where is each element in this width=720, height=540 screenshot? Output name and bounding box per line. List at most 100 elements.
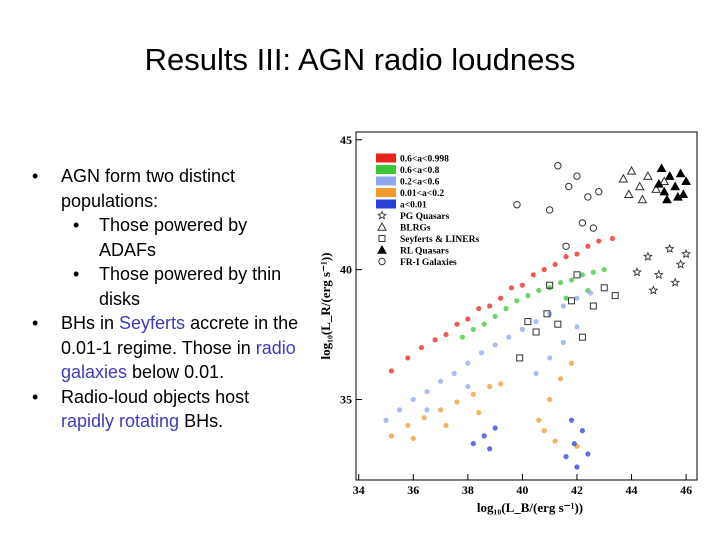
legend-marker bbox=[377, 210, 387, 220]
data-point bbox=[590, 269, 596, 275]
data-point bbox=[681, 176, 691, 186]
data-point bbox=[653, 178, 664, 188]
legend-swatch bbox=[376, 165, 396, 174]
x-tick-label: 40 bbox=[516, 483, 528, 497]
data-point bbox=[424, 389, 430, 395]
legend-label: 0.2<a<0.6 bbox=[400, 178, 440, 188]
legend-label: FR-I Galaxies bbox=[400, 258, 457, 268]
data-point bbox=[388, 368, 395, 374]
highlight-text: rapidly rotating bbox=[61, 411, 180, 431]
data-point bbox=[410, 435, 416, 442]
data-point bbox=[653, 269, 664, 280]
data-point bbox=[573, 271, 581, 279]
data-point bbox=[681, 248, 692, 259]
bullet-text: Radio-loud objects host bbox=[61, 386, 250, 407]
data-point bbox=[546, 281, 554, 289]
data-point bbox=[578, 333, 586, 341]
data-point bbox=[609, 235, 616, 242]
data-point bbox=[573, 172, 581, 180]
data-point bbox=[432, 337, 438, 343]
data-point bbox=[670, 181, 681, 191]
data-point bbox=[443, 331, 449, 338]
data-point bbox=[454, 399, 460, 405]
data-point bbox=[524, 318, 532, 326]
data-point bbox=[476, 305, 482, 312]
data-point bbox=[547, 355, 553, 361]
legend-label: Seyferts & LINERs bbox=[400, 235, 479, 245]
data-point bbox=[503, 305, 509, 312]
data-point bbox=[508, 285, 515, 291]
data-point bbox=[632, 266, 642, 277]
data-point bbox=[565, 182, 573, 191]
data-point bbox=[588, 290, 594, 296]
data-point bbox=[383, 417, 389, 423]
data-point bbox=[600, 284, 608, 292]
data-point bbox=[533, 370, 539, 377]
x-axis-label: log₁₀(L_B/(erg s⁻¹)) bbox=[477, 500, 583, 515]
data-point bbox=[481, 321, 487, 327]
data-point bbox=[437, 407, 444, 413]
data-point bbox=[585, 243, 591, 249]
data-point bbox=[476, 409, 482, 416]
data-point bbox=[562, 242, 570, 250]
data-point bbox=[533, 318, 539, 325]
data-point bbox=[626, 165, 637, 175]
data-point bbox=[454, 321, 460, 327]
data-point bbox=[424, 407, 430, 413]
bullet-text: AGN form two distinct populations: bbox=[61, 166, 236, 211]
bullet: BHs in Seyferts accrete in the 0.01-1 re… bbox=[28, 311, 306, 385]
data-point bbox=[492, 425, 498, 431]
legend-label: 0.6<a<0.998 bbox=[400, 155, 449, 165]
data-point bbox=[536, 287, 542, 294]
highlight-text: radio galaxies bbox=[61, 337, 296, 383]
data-point bbox=[563, 454, 569, 460]
data-point bbox=[481, 433, 487, 439]
data-point bbox=[492, 313, 498, 319]
data-point bbox=[579, 272, 586, 278]
data-point bbox=[541, 267, 547, 273]
y-tick-label: 40 bbox=[340, 263, 352, 277]
data-point bbox=[568, 297, 576, 305]
bullet-text: accrete in the 0.01-1 regime. Those in bbox=[61, 313, 299, 358]
slide-title: Results III: AGN radio loudness bbox=[144, 42, 576, 77]
bullet-list: AGN form two distinct populations: Those… bbox=[28, 164, 306, 434]
data-point bbox=[552, 438, 558, 444]
x-tick-label: 42 bbox=[571, 483, 583, 497]
data-point bbox=[530, 272, 536, 278]
data-point bbox=[574, 324, 580, 330]
data-point bbox=[560, 339, 566, 345]
data-point bbox=[545, 206, 554, 214]
data-point bbox=[574, 251, 580, 257]
data-point bbox=[465, 383, 471, 390]
legend-label: a<0.01 bbox=[400, 201, 427, 211]
data-point bbox=[595, 188, 603, 196]
data-point bbox=[554, 162, 562, 170]
legend-marker bbox=[378, 235, 386, 242]
data-point bbox=[492, 342, 498, 348]
legend-label: BLRGs bbox=[400, 224, 431, 234]
data-point bbox=[465, 360, 471, 366]
legend-swatch bbox=[376, 199, 396, 209]
data-point bbox=[675, 168, 686, 178]
highlight-text: Seyferts bbox=[119, 313, 186, 333]
x-tick-label: 38 bbox=[462, 483, 474, 497]
data-point bbox=[437, 378, 444, 384]
data-point bbox=[578, 219, 587, 227]
data-point bbox=[410, 396, 416, 403]
data-point bbox=[487, 383, 493, 390]
data-point bbox=[516, 354, 524, 362]
data-point bbox=[664, 243, 675, 254]
data-point bbox=[568, 277, 575, 283]
data-point bbox=[642, 251, 653, 261]
data-point bbox=[596, 238, 602, 244]
data-point bbox=[558, 280, 564, 286]
data-point bbox=[664, 171, 675, 180]
data-point bbox=[543, 310, 551, 318]
bullet: AGN form two distinct populations: Those… bbox=[28, 164, 306, 311]
data-point bbox=[558, 376, 564, 382]
data-point bbox=[519, 326, 526, 332]
data-point bbox=[659, 186, 670, 196]
data-point bbox=[536, 417, 542, 423]
